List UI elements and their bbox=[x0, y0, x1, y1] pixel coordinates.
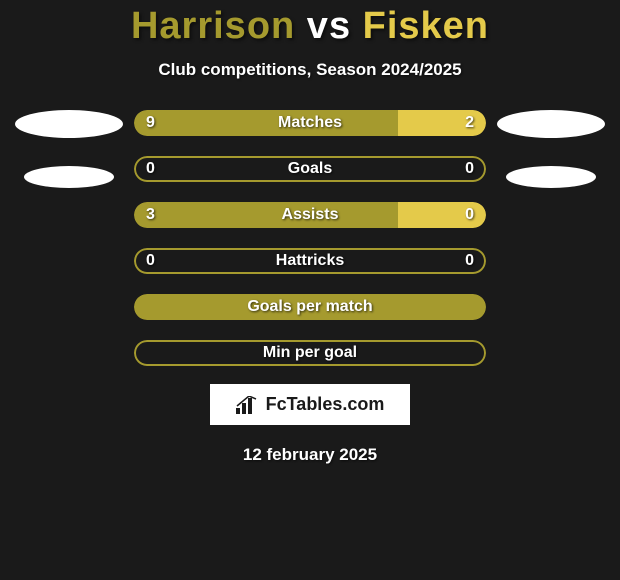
stat-bar: Goals per match bbox=[134, 294, 486, 320]
player1-club-placeholder bbox=[24, 166, 114, 188]
player1-photo-placeholder bbox=[15, 110, 123, 138]
stat-label: Matches bbox=[278, 114, 342, 132]
bar-fill-left bbox=[134, 202, 398, 228]
bar-fill-left bbox=[134, 110, 398, 136]
player2-club-placeholder bbox=[506, 166, 596, 188]
stat-bar: 3 0 Assists bbox=[134, 202, 486, 228]
stat-label: Assists bbox=[282, 206, 339, 224]
player1-name: Harrison bbox=[131, 5, 295, 47]
left-photo-col bbox=[4, 110, 134, 188]
vs-separator: vs bbox=[295, 5, 362, 47]
stat-label: Hattricks bbox=[276, 252, 344, 270]
stat-bar: 0 0 Hattricks bbox=[134, 248, 486, 274]
date: 12 february 2025 bbox=[243, 445, 377, 465]
stat-value-left: 3 bbox=[146, 206, 155, 224]
stat-bar: 0 0 Goals bbox=[134, 156, 486, 182]
stat-value-left: 0 bbox=[146, 252, 155, 270]
stat-value-right: 2 bbox=[465, 114, 474, 132]
stat-value-right: 0 bbox=[465, 252, 474, 270]
stat-bar: 9 2 Matches bbox=[134, 110, 486, 136]
right-photo-col bbox=[486, 110, 616, 188]
stat-label: Min per goal bbox=[263, 344, 357, 362]
stat-label: Goals bbox=[288, 160, 332, 178]
stat-label: Goals per match bbox=[247, 298, 372, 316]
stat-value-right: 0 bbox=[465, 206, 474, 224]
player2-photo-placeholder bbox=[497, 110, 605, 138]
logo-box: FcTables.com bbox=[210, 384, 411, 425]
comparison-title: Harrison vs Fisken bbox=[131, 5, 489, 48]
stat-value-right: 0 bbox=[465, 160, 474, 178]
subtitle: Club competitions, Season 2024/2025 bbox=[158, 60, 461, 80]
player2-name: Fisken bbox=[363, 5, 489, 47]
stat-value-left: 9 bbox=[146, 114, 155, 132]
fctables-icon bbox=[236, 396, 258, 414]
logo-text: FcTables.com bbox=[266, 394, 385, 415]
stat-value-left: 0 bbox=[146, 160, 155, 178]
stat-bar: Min per goal bbox=[134, 340, 486, 366]
chart-area: 9 2 Matches 0 0 Goals 3 0 Assists 0 0 Hattricks Goal… bbox=[0, 110, 620, 366]
stat-bars: 9 2 Matches 0 0 Goals 3 0 Assists 0 0 Hattricks Goal… bbox=[134, 110, 486, 366]
